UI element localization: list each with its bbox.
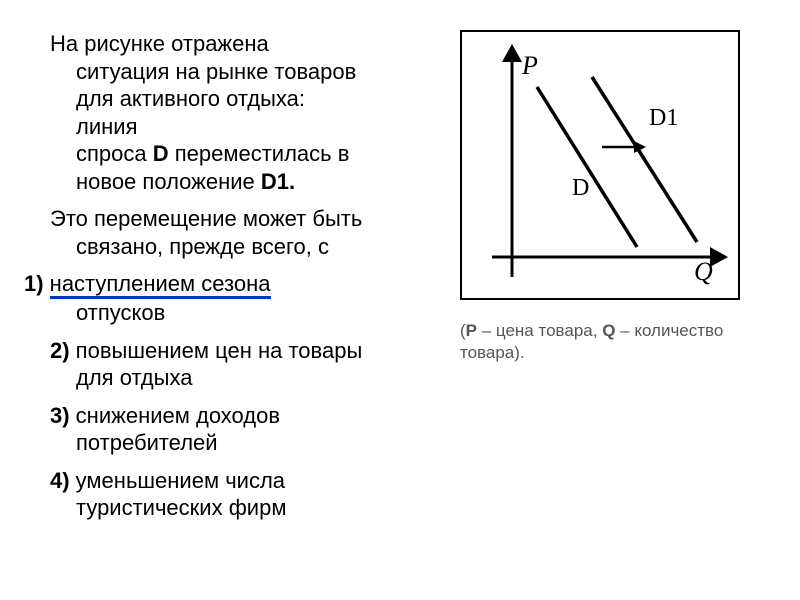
chart-svg: P Q D D1 bbox=[462, 32, 738, 298]
demand-line-d1 bbox=[592, 77, 697, 242]
intro-D1: D1. bbox=[261, 169, 295, 194]
slide: На рисунке отражена ситуация на рынке то… bbox=[0, 0, 800, 600]
demand-line-d bbox=[537, 87, 637, 247]
option-2: 2) повышением цен на товары для отдыха bbox=[50, 337, 440, 392]
option-3-text-a: снижением доходов bbox=[70, 403, 281, 428]
option-3: 3) снижением доходов потребителей bbox=[50, 402, 440, 457]
right-column: P Q D D1 (P – цена товара, Q – количеств… bbox=[460, 30, 760, 532]
lead-paragraph: Это перемещение может быть связано, преж… bbox=[50, 205, 440, 260]
lead-l1: Это перемещение может быть bbox=[50, 206, 362, 231]
cap-Q: Q bbox=[602, 321, 615, 340]
text-column: На рисунке отражена ситуация на рынке то… bbox=[50, 30, 440, 532]
option-3-num: 3) bbox=[50, 403, 70, 428]
option-1-line1: 1) наступлением сезона bbox=[50, 271, 271, 299]
option-4-text-b: туристических фирм bbox=[76, 495, 286, 520]
intro-l6a: новое положение bbox=[76, 169, 261, 194]
intro-paragraph: На рисунке отражена ситуация на рынке то… bbox=[50, 30, 440, 195]
option-2-text-b: для отдыха bbox=[76, 365, 192, 390]
option-1-num: 1) bbox=[24, 271, 44, 296]
cap-p2: – цена товара, bbox=[477, 321, 602, 340]
option-3-text-b: потребителей bbox=[76, 430, 218, 455]
intro-D: D bbox=[153, 141, 169, 166]
option-1-text-a: наступлением сезона bbox=[44, 271, 271, 296]
intro-l4: линия bbox=[76, 114, 137, 139]
intro-l5a: спроса bbox=[76, 141, 153, 166]
intro-l3: для активного отдыха: bbox=[76, 86, 305, 111]
y-axis-arrowhead bbox=[502, 44, 522, 62]
chart-caption: (P – цена товара, Q – количество товара)… bbox=[460, 320, 740, 364]
cap-P: P bbox=[466, 321, 477, 340]
option-1: 1) наступлением сезона отпусков bbox=[50, 270, 440, 327]
option-2-text-a: повышением цен на товары bbox=[70, 338, 363, 363]
axis-label-q: Q bbox=[694, 257, 713, 286]
option-1-text-b: отпусков bbox=[76, 300, 165, 325]
curve-label-d: D bbox=[572, 175, 589, 201]
curve-label-d1: D1 bbox=[649, 105, 678, 131]
intro-l5c: переместилась в bbox=[169, 141, 350, 166]
intro-l2: ситуация на рынке товаров bbox=[76, 59, 356, 84]
option-2-num: 2) bbox=[50, 338, 70, 363]
option-4-num: 4) bbox=[50, 468, 70, 493]
axis-label-p: P bbox=[521, 51, 538, 80]
option-4-text-a: уменьшением числа bbox=[70, 468, 285, 493]
content-row: На рисунке отражена ситуация на рынке то… bbox=[50, 30, 770, 532]
demand-chart: P Q D D1 bbox=[460, 30, 740, 300]
option-4: 4) уменьшением числа туристических фирм bbox=[50, 467, 440, 522]
intro-l1: На рисунке отражена bbox=[50, 31, 269, 56]
lead-l2: связано, прежде всего, с bbox=[76, 234, 329, 259]
